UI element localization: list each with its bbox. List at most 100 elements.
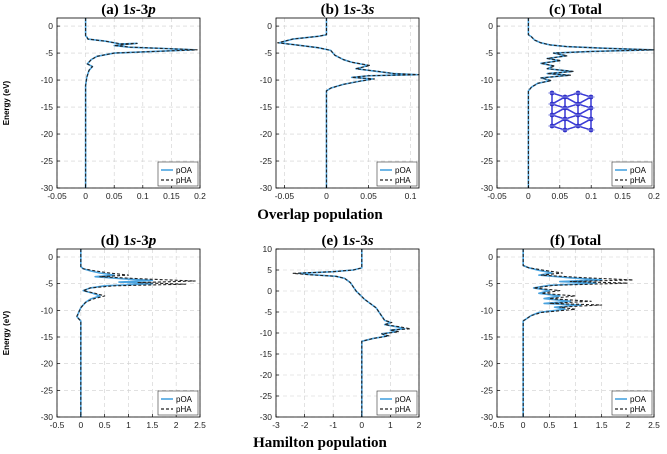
y-tick-label: -25 — [481, 156, 494, 166]
panel-title-part: s — [349, 2, 356, 18]
inset-bond — [577, 118, 592, 127]
x-tick-label: 0.1 — [137, 191, 149, 201]
panel-title-part: -3 — [136, 233, 149, 249]
x-tick-label: -1 — [329, 420, 337, 430]
y-axis-label: Energy (eV) — [2, 310, 11, 355]
x-tick-label: -0.05 — [275, 191, 295, 201]
x-tick-label: 0.2 — [194, 191, 206, 201]
x-tick-label: 1 — [573, 420, 578, 430]
panel-title-part: (b) 1 — [321, 2, 351, 18]
series-pHA — [522, 249, 634, 417]
y-tick-label: 10 — [263, 244, 273, 254]
panel-f: -0.5 0 0.5 1 1.5 2 2.5 0 -5 -10 -15 -20 -25 -30 (f) To… — [481, 233, 660, 430]
y-tick-label: -20 — [260, 129, 273, 139]
y-tick-label: -10 — [481, 75, 494, 85]
y-tick-label: 0 — [267, 21, 272, 31]
x-tick-label: 0.5 — [99, 420, 111, 430]
panel-d: -0.5 0 0.5 1 1.5 2 2.5 0 -5 -10 -15 -20 -25 -30 Energy… — [2, 233, 206, 430]
panel-title-part: -3 — [136, 2, 149, 18]
x-tick-label: 0.1 — [585, 191, 597, 201]
x-tick-label: 1.5 — [596, 420, 608, 430]
bottom-row-xlabel: Hamilton population — [253, 435, 387, 451]
axes-frame — [56, 17, 201, 189]
legend-box — [611, 390, 653, 416]
plot-area — [276, 18, 419, 188]
y-tick-label: -25 — [481, 385, 494, 395]
y-tick-label: -10 — [481, 305, 494, 315]
inset-bond — [577, 107, 592, 116]
y-tick-label: -15 — [41, 102, 54, 112]
series-pHA — [292, 249, 411, 417]
top-row-xlabel: Overlap population — [257, 207, 383, 223]
y-tick-label: -15 — [260, 349, 273, 359]
panel-title-part: p — [146, 2, 156, 18]
axes-frame — [275, 17, 420, 189]
y-tick-label: -15 — [481, 332, 494, 342]
x-tick-label: 0.1 — [405, 191, 417, 201]
panel-title-part: s — [129, 233, 136, 249]
panel-a: -0.05 0 0.05 0.1 0.15 0.2 0 -5 -10 -15 -20 -25 -30 En… — [2, 2, 206, 201]
y-tick-label: -25 — [41, 156, 54, 166]
x-tick-label: 0 — [324, 191, 329, 201]
y-tick-label: -25 — [260, 156, 273, 166]
y-tick-label: -20 — [481, 129, 494, 139]
y-tick-label: -15 — [41, 332, 54, 342]
y-tick-label: -5 — [45, 48, 53, 58]
inset-bond — [564, 118, 579, 127]
x-tick-label: 2 — [174, 420, 179, 430]
y-tick-label: -10 — [41, 305, 54, 315]
panel-title-part: p — [147, 233, 157, 249]
x-tick-label: 0.2 — [648, 191, 660, 201]
legend-box — [376, 161, 418, 187]
legend-label-pOA: pOA — [176, 166, 193, 175]
y-axis-label: Energy (eV) — [2, 80, 11, 125]
y-tick-label: -5 — [264, 307, 272, 317]
y-tick-label: -20 — [481, 359, 494, 369]
panel-title: (e) 1s-3s — [321, 233, 373, 249]
panel-b: -0.05 0 0.05 0.10-5-10-15-20-25-30(b) 1s-3s… — [260, 2, 420, 201]
y-tick-label: -30 — [260, 183, 273, 193]
series-pHA — [85, 18, 198, 188]
inset-bond — [551, 96, 566, 105]
y-tick-label: 0 — [488, 21, 493, 31]
panel-title-part: s — [348, 233, 355, 249]
x-tick-label: -3 — [272, 420, 280, 430]
legend-label-pHA: pHA — [176, 405, 192, 414]
y-tick-label: 0 — [488, 252, 493, 262]
y-tick-label: 5 — [267, 265, 272, 275]
legend-label-pHA: pHA — [176, 176, 192, 185]
panel-title-part: s — [129, 2, 136, 18]
x-tick-label: 0 — [526, 191, 531, 201]
y-tick-label: -5 — [264, 48, 272, 58]
inset-bond — [577, 96, 592, 105]
legend-label-pHA: pHA — [630, 405, 646, 414]
y-tick-label: -30 — [481, 412, 494, 422]
inset-bond — [564, 96, 579, 105]
y-tick-label: -15 — [481, 102, 494, 112]
panel-title: (c) Total — [549, 2, 602, 18]
x-tick-label: 1 — [388, 420, 393, 430]
x-tick-label: 0 — [83, 191, 88, 201]
legend-label-pHA: pHA — [395, 176, 411, 185]
y-tick-label: -30 — [260, 412, 273, 422]
series-pOA — [522, 249, 603, 417]
x-tick-label: -0.5 — [490, 420, 505, 430]
x-tick-label: 0.5 — [543, 420, 555, 430]
y-tick-label: 0 — [48, 21, 53, 31]
inset-bond — [551, 118, 566, 127]
y-tick-label: 0 — [267, 286, 272, 296]
axes-frame — [496, 17, 655, 189]
panel-title-part: (e) 1 — [321, 233, 349, 249]
y-tick-label: -20 — [41, 359, 54, 369]
x-tick-label: 2.5 — [194, 420, 206, 430]
x-tick-label: 1.5 — [146, 420, 158, 430]
panel-title-part: (c) Total — [549, 2, 602, 18]
legend-label-pOA: pOA — [176, 395, 193, 404]
inset-bond — [564, 107, 579, 116]
